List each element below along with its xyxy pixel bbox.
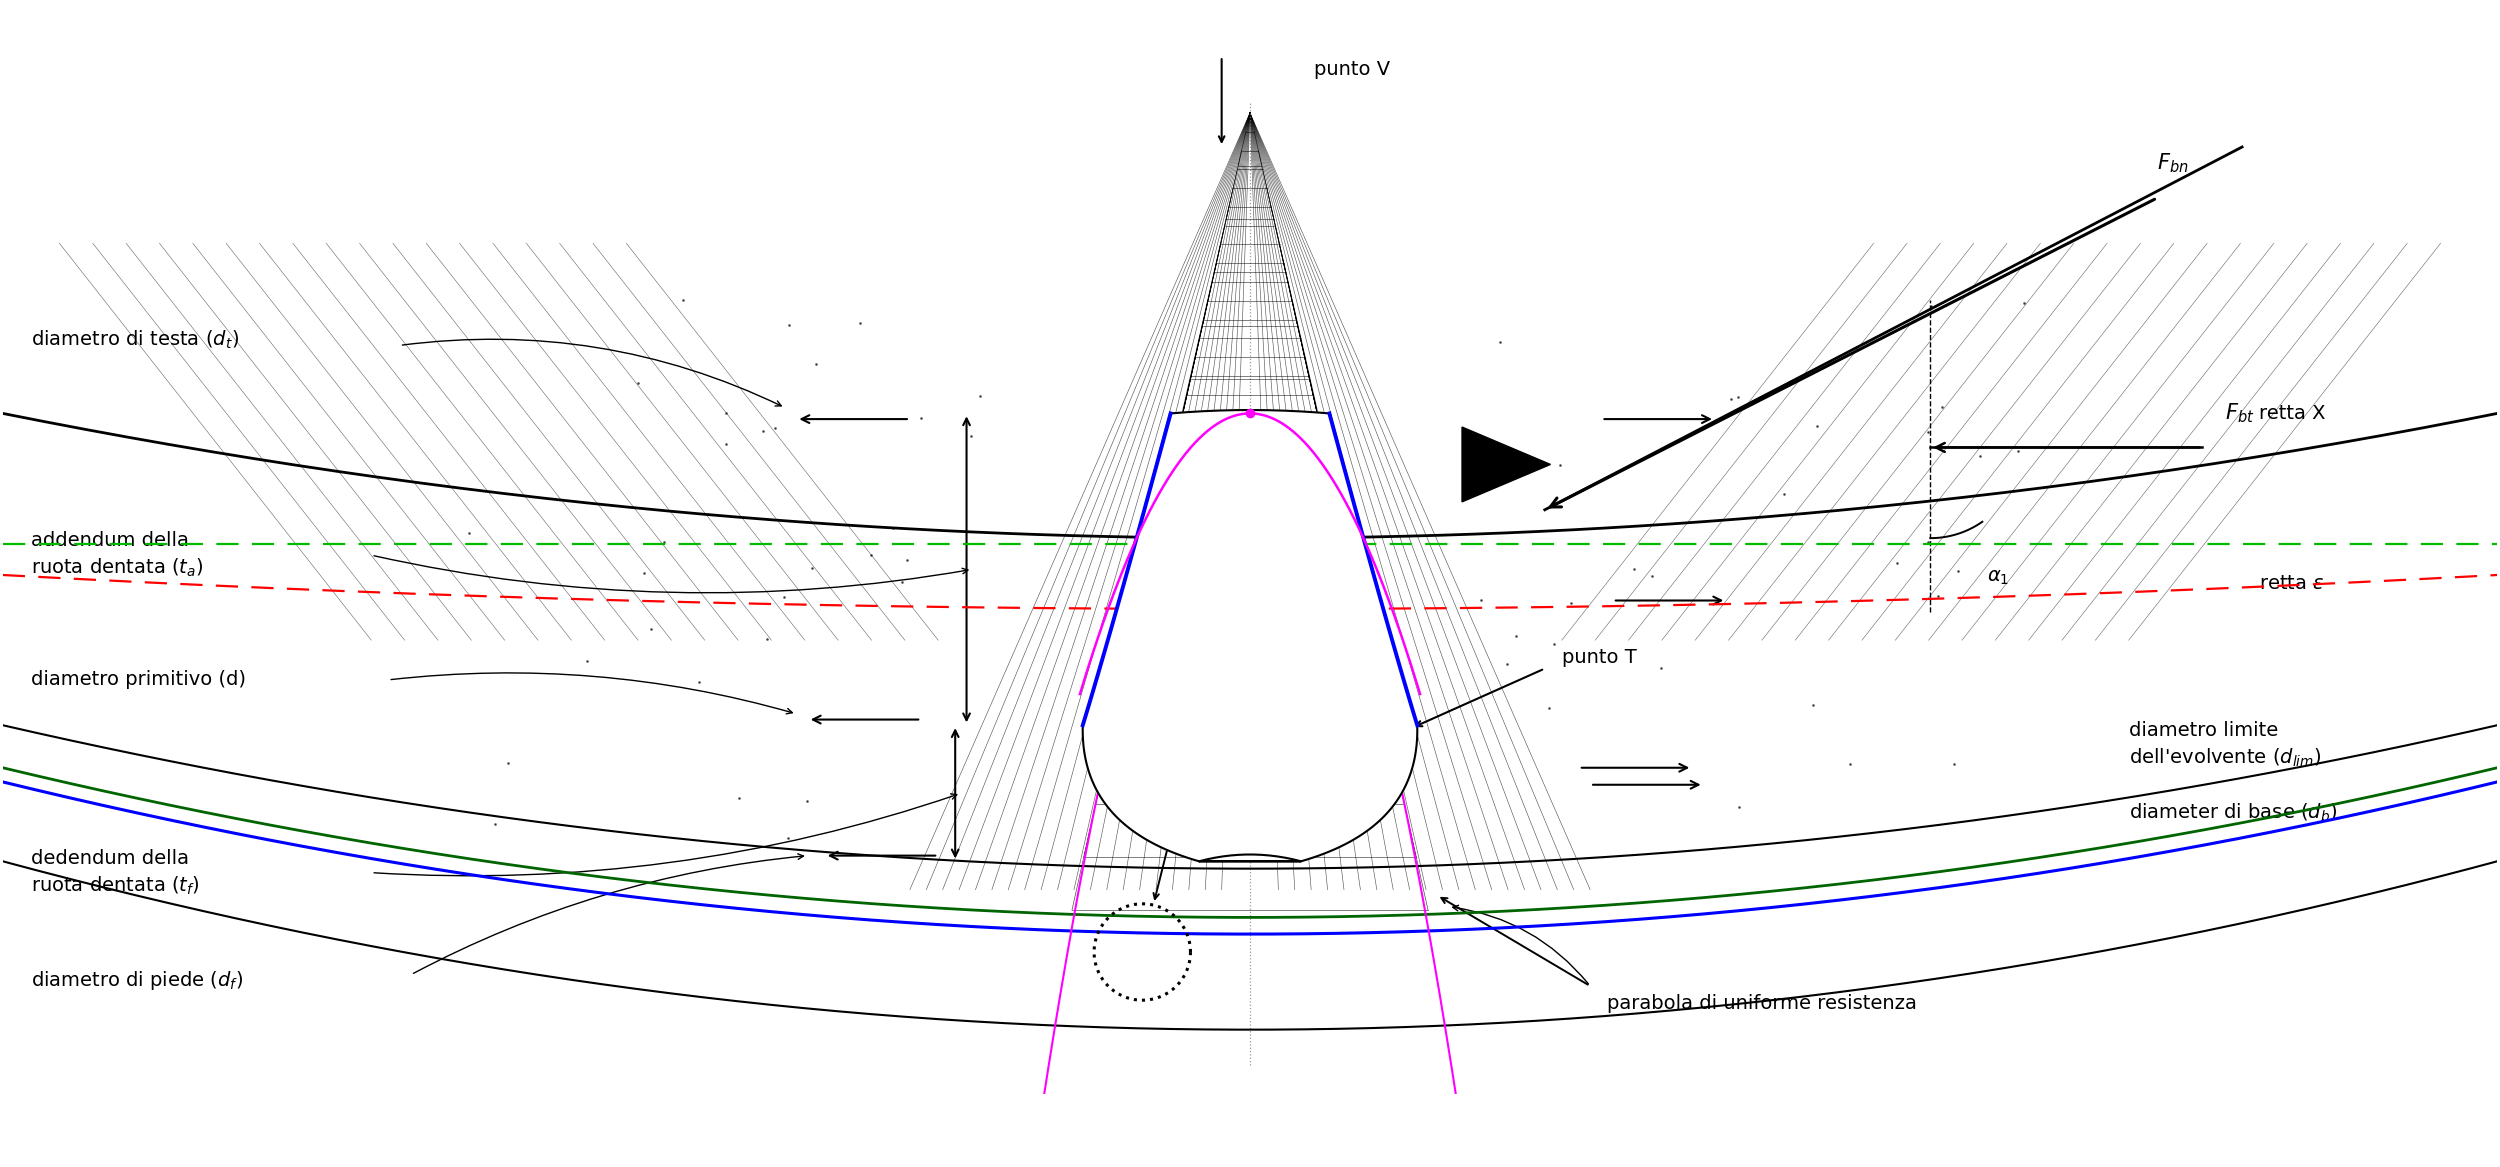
Text: retta $\epsilon$: retta $\epsilon$ [2260,574,2325,593]
Text: diametro di piede ($d_f$): diametro di piede ($d_f$) [30,969,243,992]
Polygon shape [1082,410,1418,861]
Text: $F_{bt}$: $F_{bt}$ [2225,401,2255,425]
Text: s: s [1245,555,1255,575]
Text: dedendum della
ruota dentata ($t_f$): dedendum della ruota dentata ($t_f$) [30,848,200,896]
Text: $\alpha_1$: $\alpha_1$ [1988,568,2010,587]
Text: diameter di base ($d_b$): diameter di base ($d_b$) [2128,802,2338,824]
Text: parabola di uniforme resistenza: parabola di uniforme resistenza [1608,993,1918,1013]
Text: diametro primitivo (d): diametro primitivo (d) [30,670,245,690]
Text: addendum della
ruota dentata ($t_a$): addendum della ruota dentata ($t_a$) [30,531,203,579]
Text: $F_{bn}$: $F_{bn}$ [2158,152,2188,175]
Text: punto V: punto V [1315,60,1390,79]
Text: punti A: punti A [1135,783,1205,802]
Polygon shape [1462,427,1550,502]
Text: diametro limite
dell'evolvente ($d_{lim}$): diametro limite dell'evolvente ($d_{lim}… [2128,721,2322,769]
Text: punto T: punto T [1562,648,1638,666]
Text: $s_{Fn}$: $s_{Fn}$ [1235,754,1265,773]
Text: retta X: retta X [2260,404,2325,422]
Text: $h_{Fe}$: $h_{Fe}$ [1295,558,1325,580]
Text: diametro di testa ($d_t$): diametro di testa ($d_t$) [30,329,240,351]
